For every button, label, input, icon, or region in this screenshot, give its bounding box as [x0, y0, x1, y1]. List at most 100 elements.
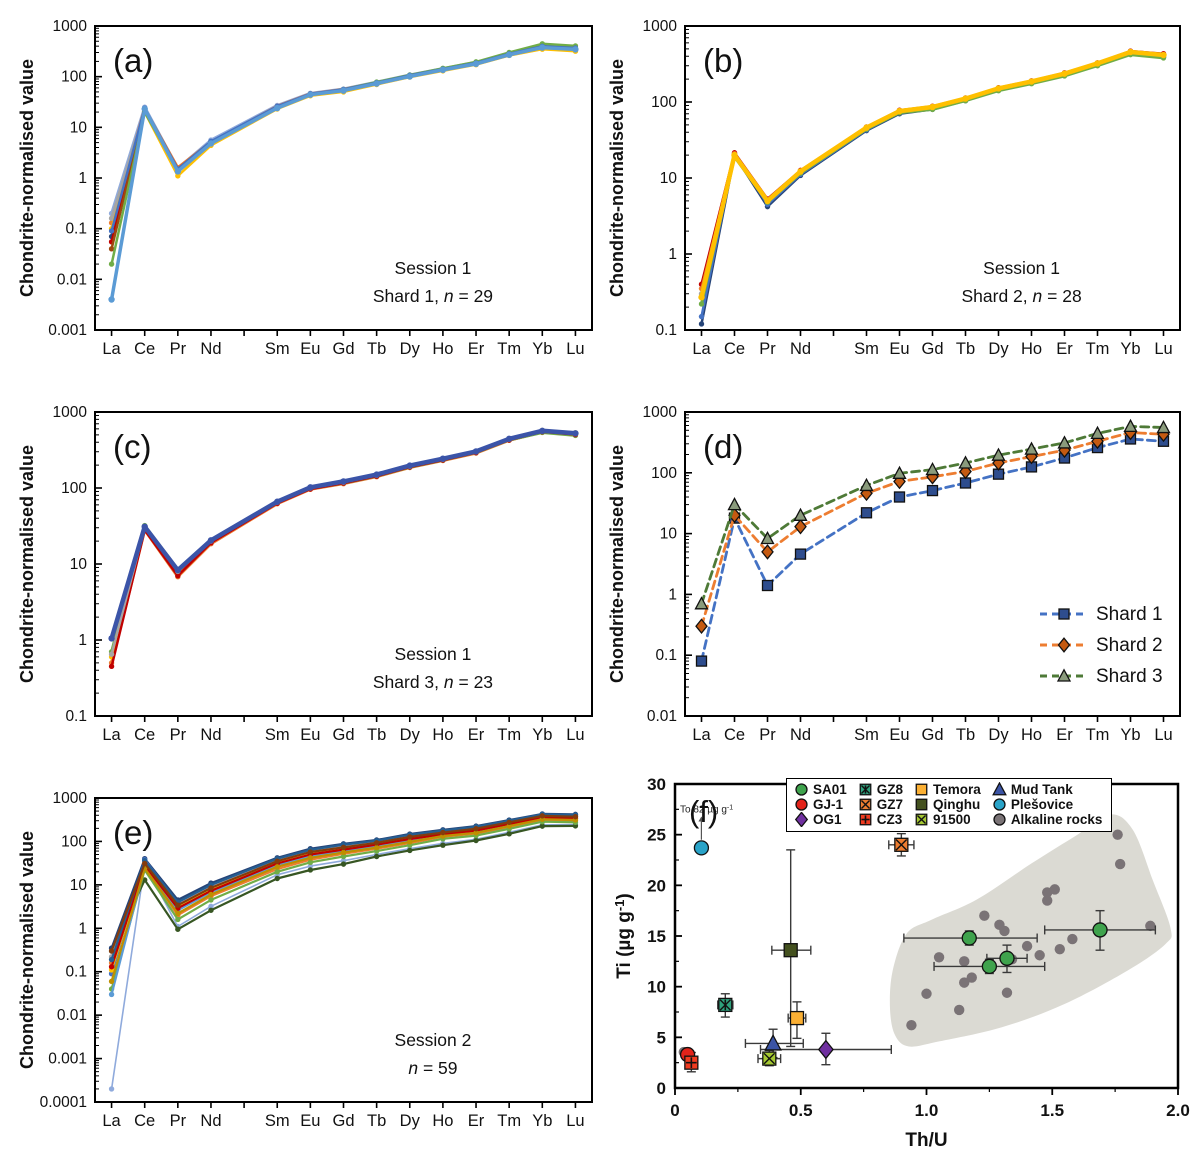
axes: 1000 100 10 1 0.1 La Ce Pr Nd Sm Eu Gd Tb Dy Ho Er Tm Yb L…	[607, 18, 1181, 358]
ree-chart-b: 1000 100 10 1 0.1 La Ce Pr Nd Sm Eu Gd Tb Dy Ho Er Tm Yb L…	[607, 18, 1181, 358]
svg-text:Shard 3, n = 23: Shard 3, n = 23	[373, 672, 493, 692]
series-group	[698, 48, 1167, 327]
svg-text:Pr: Pr	[170, 726, 187, 744]
svg-text:10: 10	[660, 170, 678, 187]
svg-text:1000: 1000	[643, 18, 678, 35]
svg-text:1.0: 1.0	[915, 1101, 939, 1120]
legend-label: OG1	[813, 812, 842, 827]
svg-text:0.0001: 0.0001	[40, 1094, 87, 1111]
svg-text:0.1: 0.1	[65, 221, 87, 238]
svg-text:0.1: 0.1	[65, 708, 87, 725]
svg-text:Sm: Sm	[854, 340, 879, 358]
svg-text:Gd: Gd	[332, 1112, 354, 1130]
svg-text:1000: 1000	[53, 18, 88, 35]
svg-text:100: 100	[61, 833, 87, 850]
svg-text:Lu: Lu	[566, 726, 584, 744]
svg-text:Ho: Ho	[432, 726, 453, 744]
svg-text:Gd: Gd	[921, 340, 943, 358]
svg-text:Tb: Tb	[367, 726, 386, 744]
legend-item-alkaline-rocks: Alkaline rocks	[992, 812, 1102, 827]
svg-text:n = 59: n = 59	[408, 1058, 457, 1078]
svg-text:Shard 1, n = 29: Shard 1, n = 29	[373, 286, 493, 306]
series-group	[694, 418, 1171, 667]
svg-text:Yb: Yb	[532, 726, 552, 744]
svg-text:Er: Er	[1056, 726, 1073, 744]
legend-item-gj-1: GJ-1	[794, 797, 847, 812]
svg-text:Chondrite-normalised value: Chondrite-normalised value	[607, 445, 627, 683]
svg-text:1000: 1000	[53, 790, 88, 807]
svg-text:Tm: Tm	[497, 340, 521, 358]
legend-marker-icon	[795, 798, 808, 811]
axes: 1000 100 10 1 0.1 0.01 0.001 0.0001 La Ce Pr Nd Sm Eu…	[17, 790, 593, 1130]
svg-text:Lu: Lu	[1154, 726, 1172, 744]
svg-text:Nd: Nd	[790, 726, 811, 744]
svg-text:Gd: Gd	[332, 726, 354, 744]
legend-marker-icon	[991, 782, 1007, 796]
legend-item-ple-ovice: Plešovice	[992, 797, 1103, 812]
svg-text:Session 2: Session 2	[395, 1030, 472, 1050]
svg-text:0: 0	[670, 1101, 679, 1120]
svg-text:Chondrite-normalised value: Chondrite-normalised value	[17, 831, 37, 1069]
svg-text:100: 100	[61, 480, 87, 497]
svg-text:Ce: Ce	[134, 340, 155, 358]
legend-item-91500: 91500	[914, 812, 981, 827]
svg-text:Shard 1: Shard 1	[1096, 604, 1163, 625]
svg-text:Ce: Ce	[724, 726, 745, 744]
svg-text:0.1: 0.1	[655, 647, 677, 664]
svg-text:Ho: Ho	[432, 340, 453, 358]
svg-text:2.0: 2.0	[1166, 1101, 1190, 1120]
alkaline-points	[678, 829, 1156, 1058]
svg-text:10: 10	[660, 526, 678, 543]
svg-text:Tb: Tb	[367, 1112, 386, 1130]
alkaline-field	[889, 814, 1172, 1047]
svg-text:Chondrite-normalised value: Chondrite-normalised value	[607, 59, 627, 297]
svg-text:Ce: Ce	[724, 340, 745, 358]
svg-text:Dy: Dy	[988, 340, 1009, 358]
ree-chart-a: 1000 100 10 1 0.1 0.01 0.001 La Ce Pr Nd Sm Eu Gd Tb Dy…	[17, 18, 593, 358]
legend-label: GZ8	[876, 782, 904, 797]
svg-text:Nd: Nd	[790, 340, 811, 358]
svg-text:Tb: Tb	[956, 340, 975, 358]
svg-text:5: 5	[657, 1028, 666, 1047]
legend-marker-icon	[993, 813, 1006, 826]
svg-text:Lu: Lu	[566, 340, 584, 358]
svg-text:Session 1: Session 1	[983, 258, 1060, 278]
legend-label: Mud Tank	[1010, 782, 1073, 797]
legend-marker-icon	[859, 783, 872, 796]
svg-text:Ce: Ce	[134, 726, 155, 744]
legend-label: GZ7	[876, 797, 904, 812]
legend-marker-icon	[915, 798, 928, 811]
svg-text:La: La	[102, 340, 121, 358]
svg-text:Chondrite-normalised value: Chondrite-normalised value	[17, 59, 37, 297]
legend-marker-icon	[915, 813, 928, 826]
axes: 1000 100 10 1 0.1 La Ce Pr Nd Sm Eu Gd Tb Dy Ho Er Tm Yb L…	[17, 404, 593, 744]
panel-b: 1000 100 10 1 0.1 La Ce Pr Nd Sm Eu Gd Tb Dy Ho Er Tm Yb L…	[600, 0, 1200, 386]
legend-marker-icon	[859, 813, 872, 826]
series-group	[108, 427, 579, 670]
svg-text:(d): (d)	[703, 428, 743, 465]
legend-item-qinghu: Qinghu	[914, 797, 981, 812]
svg-text:Tb: Tb	[367, 340, 386, 358]
svg-text:1: 1	[668, 586, 677, 603]
svg-text:Ti (µg g-1): Ti (µg g-1)	[612, 893, 635, 978]
legend-marker-icon	[915, 783, 928, 796]
svg-text:Shard 2, n = 28: Shard 2, n = 28	[962, 286, 1082, 306]
svg-text:0: 0	[657, 1079, 666, 1098]
svg-text:Ho: Ho	[432, 1112, 453, 1130]
svg-text:15: 15	[647, 927, 666, 946]
svg-text:25: 25	[647, 826, 666, 845]
svg-text:Gd: Gd	[332, 340, 354, 358]
svg-text:Tm: Tm	[1086, 726, 1110, 744]
svg-text:Gd: Gd	[921, 726, 943, 744]
svg-text:Yb: Yb	[1120, 726, 1140, 744]
legend-marker-icon	[794, 812, 809, 827]
svg-text:1: 1	[78, 632, 87, 649]
legend-label: SA01	[813, 782, 847, 797]
svg-text:Eu: Eu	[300, 340, 320, 358]
ree-chart-c: 1000 100 10 1 0.1 La Ce Pr Nd Sm Eu Gd Tb Dy Ho Er Tm Yb L…	[17, 404, 593, 744]
svg-text:Eu: Eu	[300, 726, 320, 744]
legend-item-cz3: CZ3	[858, 812, 903, 827]
svg-text:Lu: Lu	[566, 1112, 584, 1130]
legend-marker-icon	[795, 783, 808, 796]
axes: 1000 100 10 1 0.1 0.01 La Ce Pr Nd Sm Eu Gd Tb Dy Ho Er T…	[607, 404, 1181, 744]
